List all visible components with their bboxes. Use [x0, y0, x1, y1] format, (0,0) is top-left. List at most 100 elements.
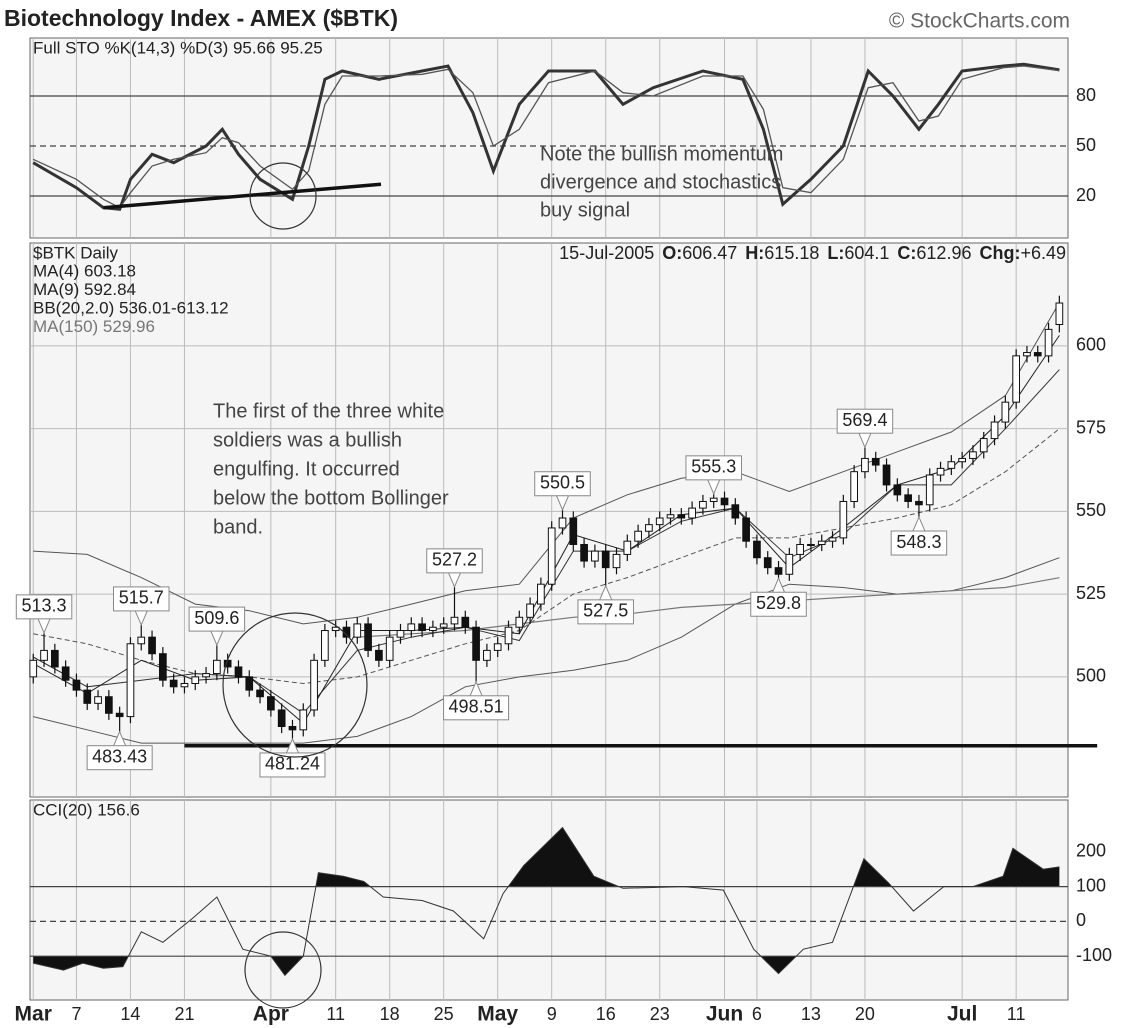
quote: 15-Jul-2005 O:606.47 H:615.18 L:604.1 C:612.…	[559, 243, 1066, 263]
y-tick-label: 200	[1076, 841, 1106, 861]
y-tick-label: 80	[1076, 85, 1096, 105]
candle-body	[612, 553, 621, 569]
x-tick-label: 20	[855, 1004, 875, 1024]
x-tick-label: Jul	[947, 1003, 977, 1026]
candle-body	[213, 659, 221, 675]
y-tick-label: 600	[1076, 335, 1106, 355]
candle-body	[785, 553, 794, 575]
quote-value: 612.96	[916, 243, 971, 263]
candle-body	[450, 616, 459, 625]
candle-body	[645, 524, 653, 532]
callout-pointer	[134, 610, 148, 627]
callout-box	[426, 548, 483, 574]
callout-pointer	[113, 730, 127, 746]
candle-body	[94, 696, 102, 704]
candle-body	[364, 623, 372, 651]
candle-body	[439, 623, 448, 628]
candle-body	[169, 679, 178, 688]
candle-body	[925, 474, 934, 506]
callout-pointer	[599, 584, 613, 601]
candle-body	[591, 550, 599, 562]
candle-body	[796, 543, 804, 555]
candle-body	[353, 623, 362, 638]
candle-body	[882, 464, 891, 486]
candle-body	[461, 616, 470, 628]
candle-body	[1044, 328, 1053, 357]
callout-pointer	[448, 572, 461, 589]
callout-box	[685, 455, 742, 481]
x-tick-label: 7	[71, 1004, 81, 1024]
legend-entry: BB(20,2.0) 536.01-613.12	[33, 298, 229, 317]
cci-line	[33, 826, 1060, 977]
candle-body	[72, 679, 81, 691]
candle-body	[850, 471, 858, 502]
quote-key: C:	[897, 243, 916, 263]
candle-body	[893, 484, 902, 496]
callout-label: 509.6	[194, 608, 239, 628]
candle-body	[418, 623, 426, 632]
callout-label: 481.24	[265, 754, 320, 774]
watermark: © StockCharts.com	[889, 10, 1070, 33]
y-tick-label: 20	[1076, 185, 1096, 205]
candle-body	[493, 643, 502, 651]
panel	[29, 242, 1069, 798]
annotation: engulfing. It occurred	[213, 458, 400, 480]
callout-label: 515.7	[119, 588, 164, 608]
highlight-circle	[222, 612, 368, 758]
candle-body	[407, 623, 416, 632]
x-tick-label: Mar	[15, 1003, 52, 1026]
callout-pointer	[912, 515, 926, 532]
legend-entry: MA(9) 592.84	[33, 280, 136, 299]
highlight-circle	[249, 162, 317, 230]
callout-label: 527.5	[583, 601, 628, 621]
candle-body	[969, 451, 977, 459]
x-tick-label: 25	[434, 1004, 454, 1024]
quote-date: 15-Jul-2005	[559, 243, 654, 263]
candle-body	[558, 517, 567, 529]
candle-body	[288, 726, 297, 731]
candle-body	[720, 497, 729, 506]
quote-value: +6.49	[1020, 243, 1066, 263]
callout-label: 527.2	[432, 550, 477, 570]
candle-body	[731, 504, 740, 519]
highlight-circle	[244, 931, 322, 1009]
panel-title: Full STO %K(14,3) %D(3) 95.66 95.25	[33, 38, 323, 57]
candle-body	[807, 543, 815, 546]
callout-label: 529.8	[756, 593, 801, 613]
candle-body	[774, 567, 783, 575]
panel-title: CCI(20) 156.6	[33, 800, 140, 819]
y-tick-label: 100	[1076, 875, 1106, 895]
y-tick-label: 50	[1076, 135, 1096, 155]
panel	[29, 799, 1069, 1001]
legend-entry: MA(4) 603.18	[33, 261, 136, 280]
quote-value: 604.1	[844, 243, 889, 263]
candle-body	[699, 500, 707, 509]
x-tick-label: 6	[752, 1004, 762, 1024]
callout-label: 513.3	[22, 596, 67, 616]
candle-body	[375, 649, 383, 661]
quote-key: L:	[827, 243, 844, 263]
candle-body	[331, 626, 340, 632]
candle-body	[321, 630, 329, 661]
x-tick-label: 14	[120, 1004, 140, 1024]
candle-body	[655, 517, 664, 526]
candle-body	[537, 583, 545, 605]
overlay-line	[33, 557, 1060, 744]
legend-entry: MA(150) 529.96	[33, 317, 155, 336]
candle-body	[299, 709, 308, 731]
candle-body	[526, 603, 534, 618]
candle-body	[580, 543, 588, 562]
callout-label: 483.43	[92, 746, 147, 766]
candle-body	[763, 557, 772, 569]
callout-box	[890, 530, 948, 556]
candle-body	[83, 689, 92, 704]
callout-pointer	[707, 479, 721, 496]
candle-body	[936, 467, 945, 476]
callout-pointer	[37, 618, 51, 635]
callout-pointer	[469, 680, 483, 696]
callout-pointer	[556, 495, 569, 512]
candle-body	[709, 497, 718, 502]
x-tick-label: 21	[174, 1004, 194, 1024]
candle-body	[958, 457, 966, 463]
x-tick-label: 23	[650, 1004, 670, 1024]
